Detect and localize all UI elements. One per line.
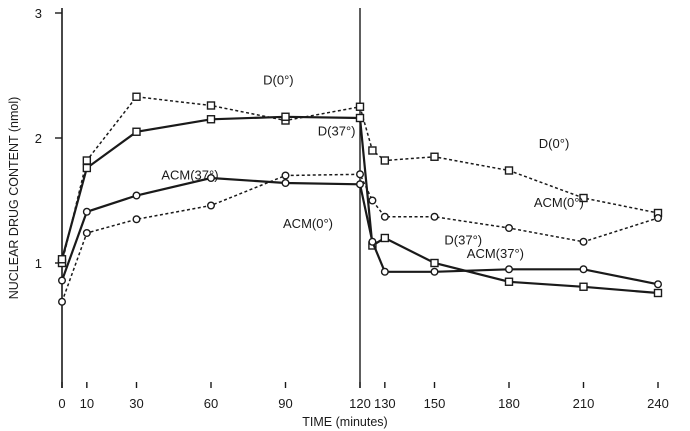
- point-d-37-210: [579, 282, 588, 291]
- point-acm-0-120: [356, 170, 365, 179]
- series-label-d-0-0: D(0°): [263, 72, 293, 87]
- y-tick-label-1: 1: [35, 256, 42, 271]
- point-acm-0-210: [579, 237, 588, 246]
- x-tick-label-90: 90: [278, 396, 292, 411]
- point-acm-0-90: [281, 171, 290, 180]
- series-label-acm-37-2: ACM(37°): [161, 167, 218, 182]
- point-d-0-10: [82, 156, 92, 165]
- series-label-d-0-4: D(0°): [539, 136, 569, 151]
- point-acm-0-10: [82, 228, 91, 237]
- point-acm-37-30: [132, 191, 141, 200]
- x-tick-label-150: 150: [424, 396, 446, 411]
- point-d-37-120: [355, 113, 365, 123]
- point-acm-0-240: [654, 213, 663, 222]
- series-label-acm-37-7: ACM(37°): [467, 246, 524, 261]
- x-tick-label-0: 0: [58, 396, 65, 411]
- x-tick-label-240: 240: [647, 396, 669, 411]
- point-d-37-90: [281, 112, 290, 121]
- plot-area: 1 2 3 0 10 30 60 90 120 130 150 180 210 240 D(0°) D(3…: [35, 6, 669, 411]
- point-acm-37-125: [368, 237, 377, 246]
- series-acm-37: [58, 173, 663, 289]
- series-line-acm-37: [60, 176, 659, 286]
- series-label-d-37-1: D(37°): [318, 124, 356, 139]
- x-tick-label-210: 210: [573, 396, 595, 411]
- point-d-0-120: [355, 102, 365, 111]
- point-d-37-0: [57, 255, 67, 264]
- point-acm-0-0: [58, 297, 67, 306]
- point-acm-37-0: [58, 276, 67, 285]
- point-d-0-180: [504, 166, 514, 175]
- x-tick-label-10: 10: [80, 396, 94, 411]
- point-acm-0-125: [368, 196, 377, 205]
- point-acm-37-130: [380, 267, 389, 276]
- point-acm-0-180: [505, 223, 514, 232]
- point-d-37-130: [380, 233, 390, 243]
- point-acm-37-120: [356, 180, 365, 189]
- series-line-acm-0: [61, 173, 659, 303]
- point-d-37-150: [430, 258, 439, 268]
- point-acm-37-150: [430, 267, 439, 276]
- y-tick-label-2: 2: [35, 131, 42, 146]
- x-axis-title: TIME (minutes): [302, 415, 387, 429]
- series-label-d-37-6: D(37°): [444, 232, 482, 247]
- point-acm-0-60: [206, 201, 215, 210]
- x-tick-label-130: 130: [374, 396, 396, 411]
- point-acm-37-240: [654, 280, 663, 289]
- point-acm-0-130: [380, 212, 389, 221]
- point-d-0-125: [368, 146, 377, 155]
- point-d-37-240: [653, 288, 663, 298]
- point-acm-0-30: [132, 215, 141, 224]
- series-line-d-0: [61, 96, 659, 264]
- y-tick-label-3: 3: [35, 6, 42, 21]
- x-tick-label-30: 30: [129, 396, 143, 411]
- point-d-37-30: [132, 127, 141, 136]
- point-acm-37-10: [82, 207, 91, 216]
- series-label-acm-0-3: ACM(0°): [283, 216, 333, 231]
- point-d-37-10: [82, 163, 92, 173]
- point-d-0-210: [579, 193, 588, 203]
- point-acm-37-210: [579, 265, 588, 274]
- series-layer: [57, 92, 663, 306]
- point-d-0-30: [132, 92, 141, 101]
- series-label-acm-0-5: ACM(0°): [534, 195, 584, 210]
- point-acm-0-150: [430, 212, 439, 221]
- point-d-0-150: [430, 152, 439, 161]
- series-labels: D(0°)D(37°)ACM(37°)ACM(0°)D(0°)ACM(0°)D(…: [161, 72, 583, 261]
- point-d-37-180: [504, 277, 514, 286]
- x-axis-ticks: 0 10 30 60 90 120 130 150 180 210 240: [58, 382, 669, 411]
- y-axis-ticks: 1 2 3: [35, 6, 62, 271]
- series-line-d-37: [60, 115, 659, 295]
- point-d-37-60: [206, 115, 216, 124]
- series-d-37: [57, 112, 663, 298]
- x-tick-label-180: 180: [498, 396, 520, 411]
- point-acm-37-90: [281, 178, 290, 187]
- x-tick-label-60: 60: [204, 396, 218, 411]
- point-acm-37-180: [505, 265, 514, 274]
- point-acm-37-60: [206, 173, 215, 182]
- x-tick-label-120: 120: [349, 396, 371, 411]
- point-d-0-60: [206, 101, 216, 110]
- series-acm-0: [58, 170, 663, 306]
- point-d-0-130: [380, 156, 390, 165]
- y-axis-title: NUCLEAR DRUG CONTENT (nmol): [7, 97, 21, 300]
